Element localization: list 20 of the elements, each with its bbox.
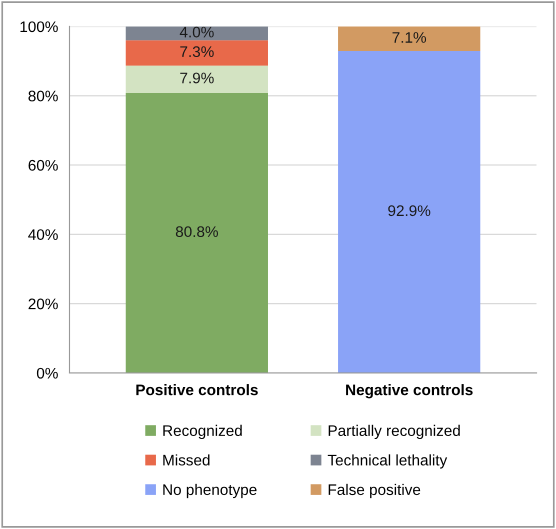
data-label: 7.1% (392, 32, 426, 43)
y-tick-label: 60% (28, 160, 58, 171)
y-tick-label: 0% (36, 368, 58, 379)
data-label: 4.0% (180, 26, 214, 38)
y-tick-label: 40% (28, 229, 58, 240)
x-tick-label: Negative controls (346, 384, 473, 398)
legend-label: False positive (328, 484, 420, 498)
legend-label: Missed (163, 454, 210, 466)
y-tick-label: 100% (20, 21, 58, 32)
legend-label: Partially recognized (328, 424, 460, 440)
data-label: 92.9% (388, 205, 430, 216)
legend-label: No phenotype (163, 484, 257, 498)
data-label: 80.8% (176, 226, 218, 238)
data-label: 7.9% (180, 72, 214, 84)
x-tick-label: Positive controls (136, 384, 258, 396)
legend-label: Recognized (163, 424, 242, 440)
legend-label: Technical lethality (328, 454, 448, 469)
y-tick-label: 80% (28, 90, 58, 102)
data-label: 7.3% (180, 46, 214, 58)
y-tick-label: 20% (28, 298, 58, 310)
